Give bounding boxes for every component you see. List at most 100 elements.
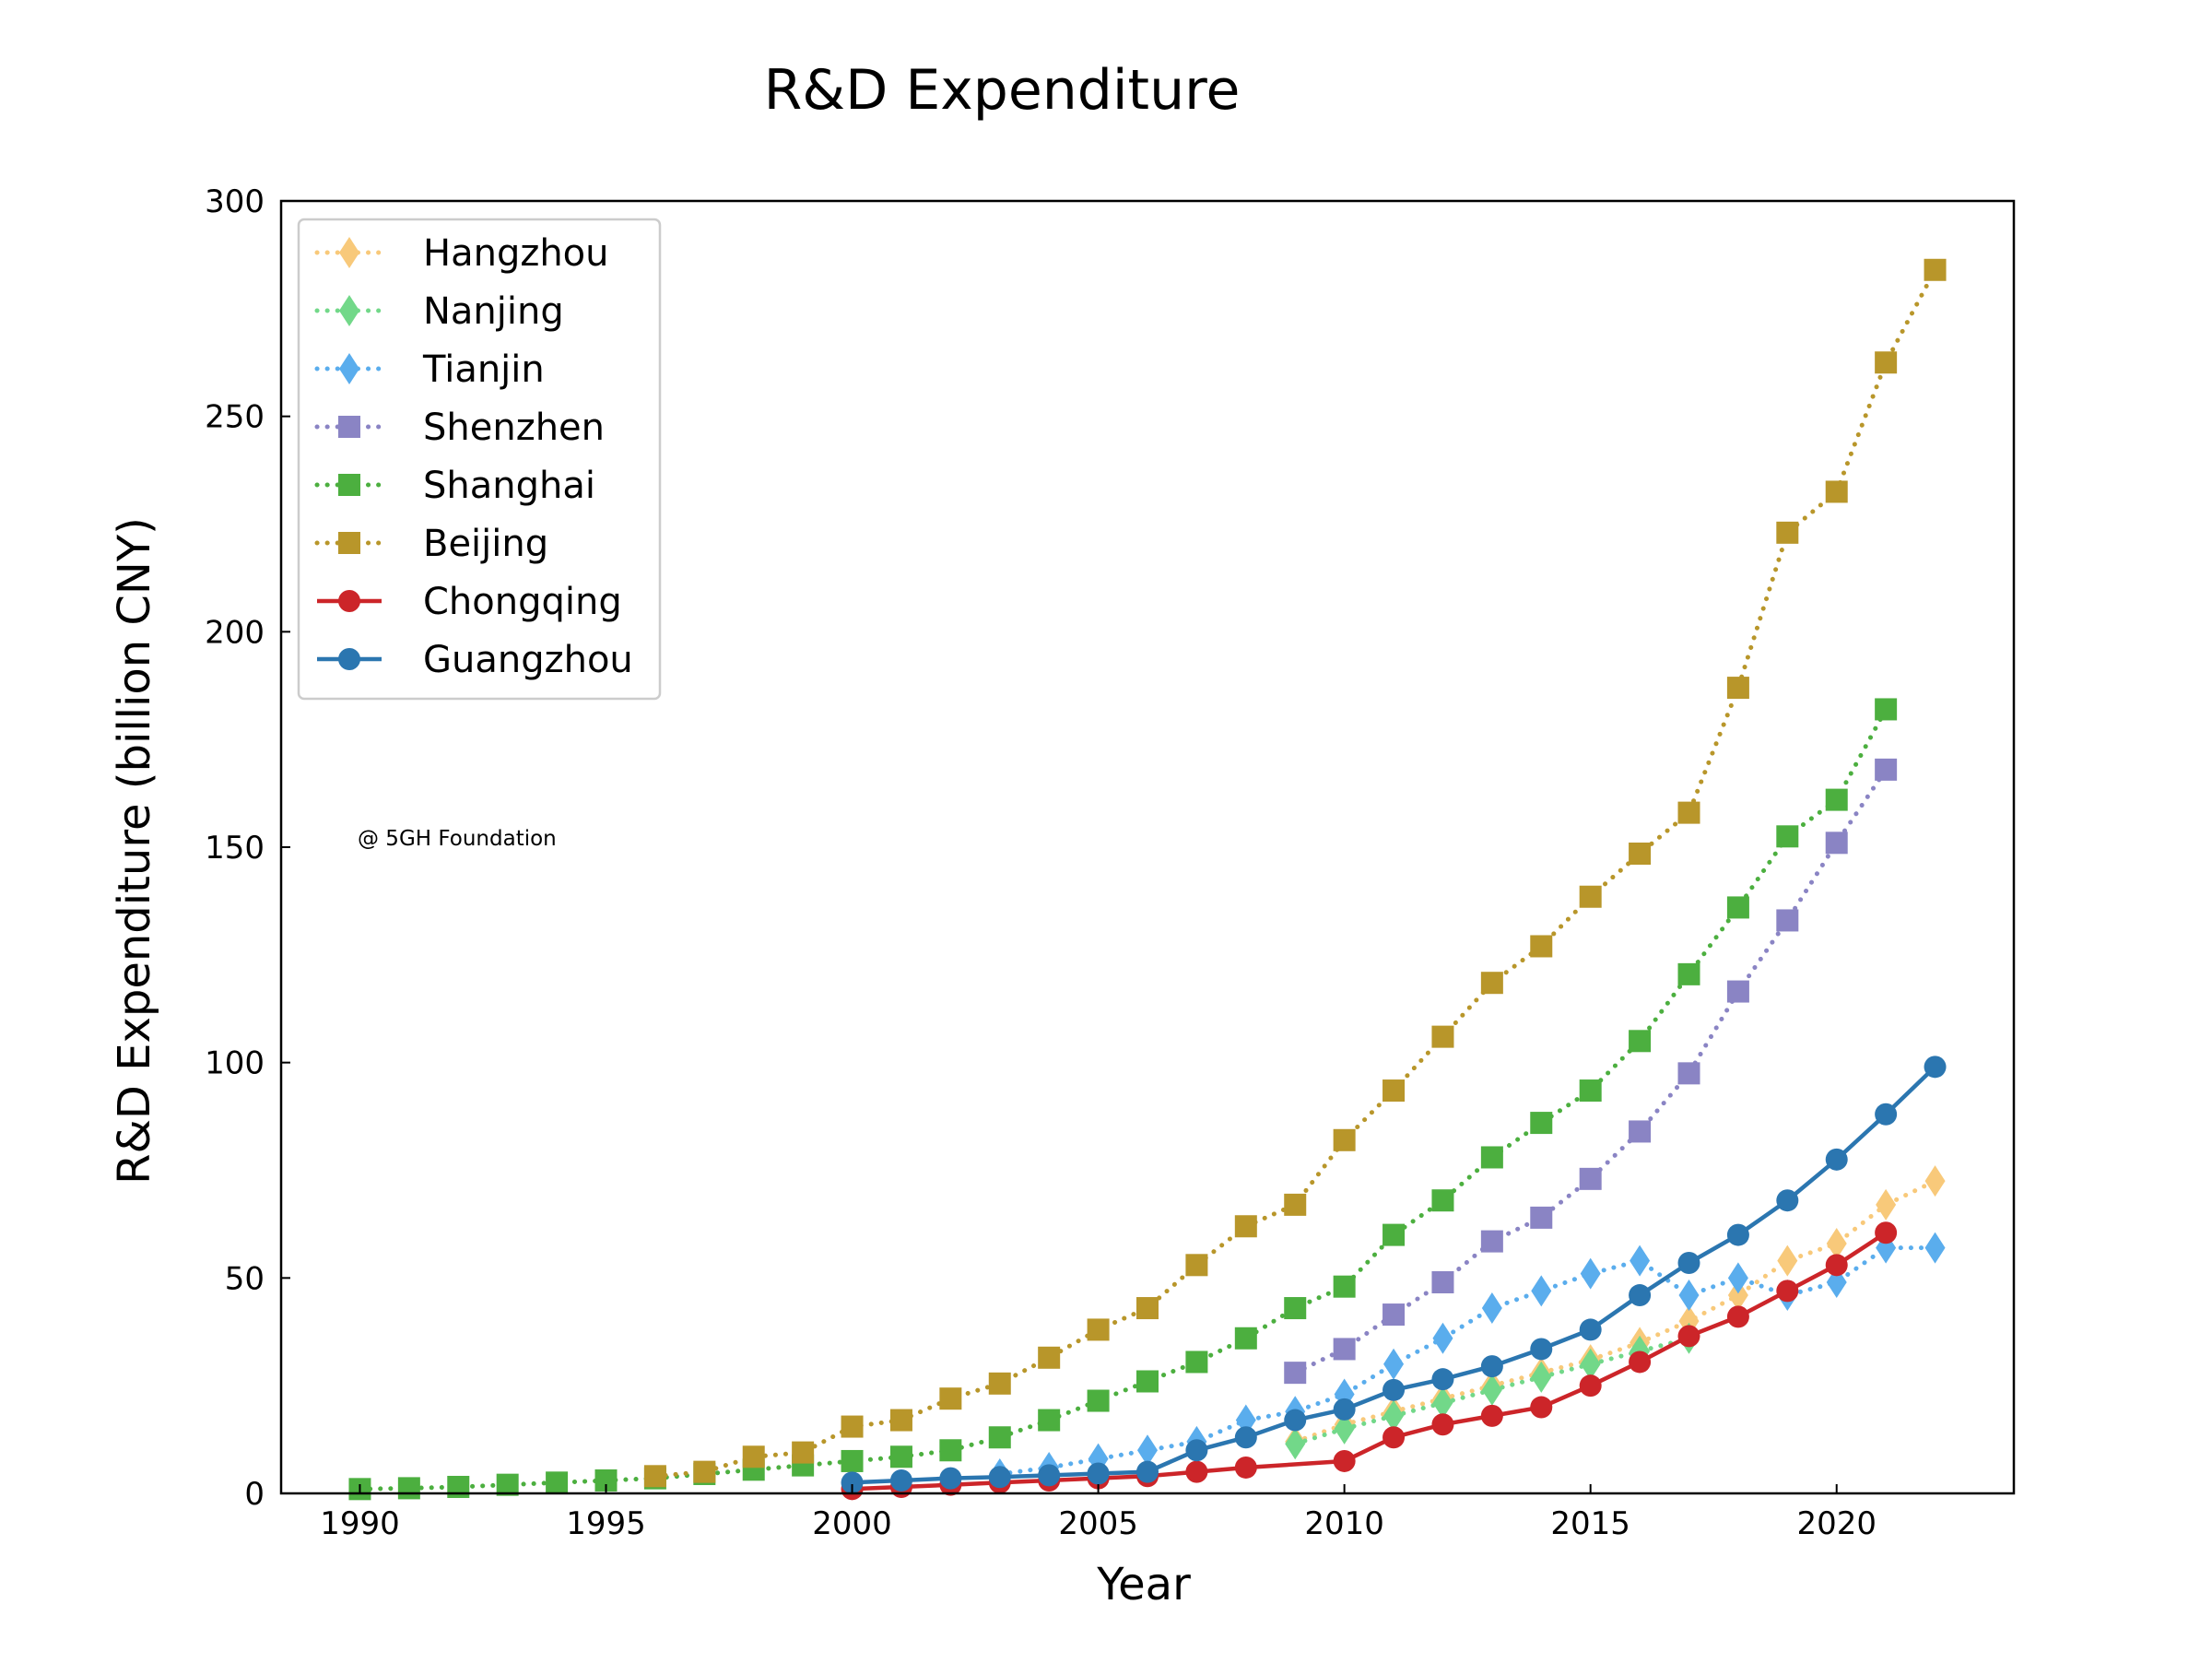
watermark-annotation: @ 5GH Foundation — [358, 827, 557, 851]
point-shenzhen-2020 — [1825, 832, 1848, 855]
point-guangzhou-2019 — [1776, 1189, 1799, 1212]
point-tianjin-2006 — [1137, 1434, 1158, 1467]
point-chongqing-2021 — [1875, 1221, 1898, 1244]
point-chongqing-2017 — [1677, 1325, 1700, 1348]
point-shanghai-2002 — [939, 1439, 962, 1462]
point-shenzhen-2021 — [1875, 758, 1898, 781]
point-chongqing-2011 — [1382, 1426, 1406, 1449]
point-beijing-2003 — [988, 1372, 1011, 1395]
point-shanghai-2006 — [1136, 1370, 1159, 1393]
legend-label-tianjin: Tianjin — [422, 348, 545, 391]
legend-label-beijing: Beijing — [423, 523, 548, 565]
legend-marker-shanghai — [338, 474, 360, 496]
series-guangzhou — [841, 1056, 1947, 1494]
point-hangzhou-2021 — [1876, 1188, 1897, 1221]
point-chongqing-2007 — [1185, 1460, 1208, 1483]
series-line-chongqing — [852, 1231, 1888, 1492]
legend-label-hangzhou: Hangzhou — [423, 232, 609, 275]
point-guangzhou-2003 — [988, 1466, 1011, 1489]
point-hangzhou-2022 — [1924, 1165, 1946, 1197]
legend-marker-tianjin — [339, 353, 359, 384]
x-tick-label-1990: 1990 — [320, 1505, 400, 1542]
point-shenzhen-2016 — [1629, 1120, 1652, 1143]
point-chongqing-2008 — [1234, 1456, 1257, 1479]
point-beijing-1998 — [742, 1445, 765, 1468]
chart-title: R&D Expenditure — [764, 58, 1241, 123]
point-guangzhou-2000 — [841, 1471, 864, 1494]
point-guangzhou-2010 — [1333, 1398, 1356, 1421]
point-shanghai-2000 — [841, 1449, 864, 1472]
point-tianjin-2016 — [1630, 1244, 1651, 1277]
point-beijing-1997 — [693, 1460, 716, 1483]
point-chongqing-2013 — [1480, 1404, 1503, 1427]
point-beijing-2018 — [1726, 677, 1749, 700]
point-guangzhou-2015 — [1579, 1318, 1602, 1341]
point-tianjin-2015 — [1580, 1257, 1601, 1290]
point-beijing-2014 — [1530, 935, 1553, 958]
point-chongqing-2016 — [1629, 1350, 1652, 1374]
point-guangzhou-2009 — [1284, 1409, 1307, 1432]
point-guangzhou-2005 — [1087, 1462, 1110, 1485]
point-shenzhen-2011 — [1382, 1303, 1406, 1327]
point-shanghai-2001 — [889, 1445, 912, 1468]
y-tick-label-50: 50 — [225, 1260, 265, 1297]
point-chongqing-2020 — [1825, 1254, 1848, 1277]
point-guangzhou-2006 — [1136, 1460, 1159, 1483]
point-nanjing-2014 — [1531, 1361, 1552, 1393]
point-beijing-1999 — [792, 1441, 815, 1464]
point-guangzhou-2012 — [1431, 1368, 1454, 1391]
point-shenzhen-2018 — [1726, 980, 1749, 1003]
point-shenzhen-2017 — [1677, 1062, 1700, 1085]
point-beijing-2002 — [939, 1387, 962, 1410]
x-tick-label-1995: 1995 — [566, 1505, 646, 1542]
point-guangzhou-2001 — [889, 1468, 912, 1492]
point-beijing-2001 — [889, 1409, 912, 1432]
point-shanghai-2015 — [1579, 1079, 1602, 1103]
point-beijing-2022 — [1924, 258, 1947, 281]
point-guangzhou-2013 — [1480, 1355, 1503, 1378]
point-beijing-2019 — [1776, 521, 1799, 544]
point-tianjin-2017 — [1678, 1280, 1700, 1312]
point-guangzhou-2017 — [1677, 1251, 1700, 1274]
legend-marker-shenzhen — [338, 416, 360, 438]
point-nanjing-2012 — [1432, 1386, 1453, 1419]
legend-marker-hangzhou — [339, 237, 359, 268]
point-shanghai-1994 — [546, 1471, 569, 1494]
y-tick-label-100: 100 — [205, 1045, 265, 1082]
point-tianjin-2018 — [1727, 1262, 1748, 1294]
point-beijing-2020 — [1825, 480, 1848, 503]
y-tick-label-200: 200 — [205, 614, 265, 651]
point-shenzhen-2019 — [1776, 909, 1799, 932]
point-shanghai-2021 — [1875, 698, 1898, 721]
legend-label-shenzhen: Shenzhen — [423, 407, 605, 449]
legend-marker-chongqing — [338, 590, 360, 612]
point-shanghai-1992 — [447, 1475, 470, 1498]
x-axis-label: Year — [1096, 1559, 1191, 1610]
legend-label-chongqing: Chongqing — [423, 581, 622, 623]
x-tick-label-2005: 2005 — [1058, 1505, 1138, 1542]
point-shenzhen-2010 — [1333, 1338, 1356, 1361]
y-tick-label-250: 250 — [205, 399, 265, 436]
plot-frame — [279, 199, 2016, 1495]
point-hangzhou-2019 — [1777, 1244, 1798, 1277]
point-shenzhen-2014 — [1530, 1206, 1553, 1229]
point-beijing-2004 — [1038, 1346, 1061, 1369]
point-shanghai-2017 — [1677, 962, 1700, 985]
point-tianjin-2022 — [1924, 1232, 1946, 1264]
point-tianjin-2012 — [1432, 1322, 1453, 1354]
point-guangzhou-2022 — [1924, 1056, 1947, 1079]
y-tick-label-150: 150 — [205, 830, 265, 867]
point-nanjing-2013 — [1481, 1374, 1502, 1406]
point-guangzhou-2014 — [1530, 1338, 1553, 1361]
legend-marker-beijing — [338, 532, 360, 554]
point-chongqing-2014 — [1530, 1396, 1553, 1419]
legend-marker-guangzhou — [338, 648, 360, 670]
point-guangzhou-2021 — [1875, 1103, 1898, 1126]
point-shanghai-2007 — [1185, 1350, 1208, 1374]
point-chongqing-2018 — [1726, 1305, 1749, 1328]
point-beijing-2010 — [1333, 1128, 1356, 1151]
point-beijing-2005 — [1087, 1318, 1110, 1341]
legend-label-shanghai: Shanghai — [423, 465, 595, 507]
